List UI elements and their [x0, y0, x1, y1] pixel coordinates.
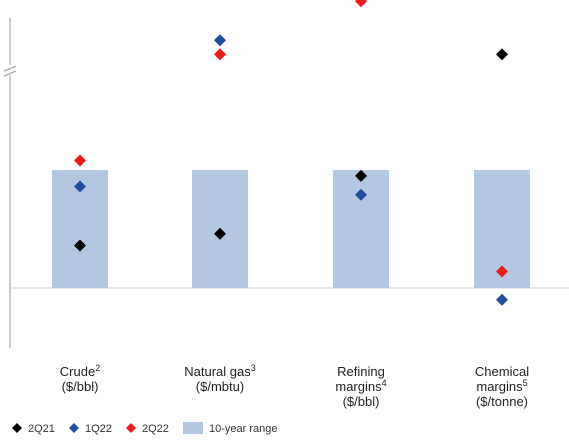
range-band-layer [52, 170, 530, 288]
category-label-layer: Crude2($/bbl)Natural gas3($/mbtu)Refinin… [60, 363, 529, 409]
legend-marker [183, 422, 203, 434]
footnote-marker: 3 [251, 363, 256, 373]
footnote-marker: 2 [95, 363, 100, 373]
data-point [355, 169, 367, 182]
data-point [214, 48, 226, 61]
footnote-marker: 4 [382, 378, 387, 388]
range-bar [333, 170, 389, 288]
data-point [74, 154, 86, 167]
category-unit: ($/mbtu) [196, 379, 244, 394]
category-label: margins5 [476, 378, 527, 394]
point-layer [74, 0, 508, 306]
legend-label: 1Q22 [85, 423, 112, 435]
category-label: Chemical [475, 364, 529, 379]
legend-marker [69, 423, 79, 433]
data-point [496, 265, 508, 278]
axis-break-mark [3, 70, 17, 77]
data-point [496, 48, 508, 61]
category-label: Refining [337, 364, 385, 379]
category-unit: ($/tonne) [476, 394, 528, 409]
data-point [74, 180, 86, 193]
category-unit: ($/bbl) [62, 379, 99, 394]
category-unit: ($/bbl) [343, 394, 380, 409]
data-point [214, 227, 226, 240]
category-label: Crude2 [60, 363, 100, 379]
data-point [74, 239, 86, 252]
data-point [496, 293, 508, 306]
legend-marker [126, 423, 136, 433]
legend-label: 2Q22 [142, 423, 169, 435]
data-point [214, 34, 226, 47]
axis-break-mark [3, 65, 17, 72]
data-point [355, 188, 367, 201]
category-label: margins4 [335, 378, 386, 394]
legend-label: 2Q21 [28, 423, 55, 435]
legend-label: 10-year range [209, 423, 278, 435]
category-label: Natural gas3 [184, 363, 256, 379]
data-point [355, 0, 367, 8]
legend-marker [12, 423, 22, 433]
footnote-marker: 5 [523, 378, 528, 388]
legend: 2Q21 1Q22 2Q22 10-year range [12, 422, 278, 435]
